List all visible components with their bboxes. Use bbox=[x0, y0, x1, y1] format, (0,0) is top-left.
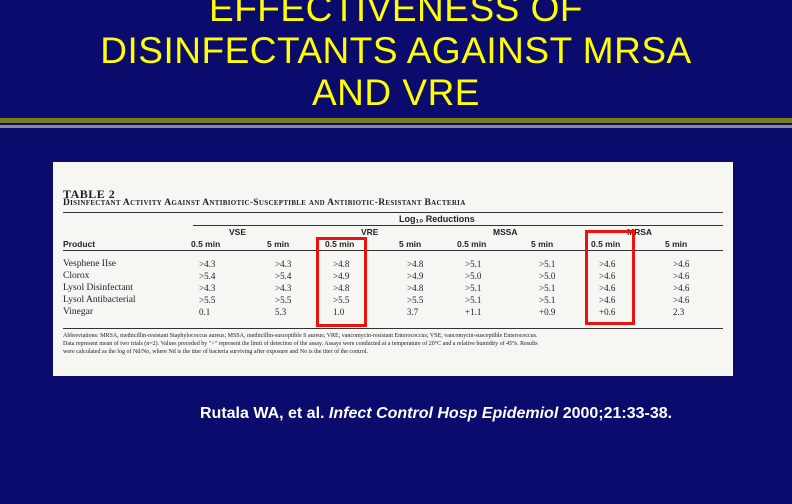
table-cell: >5.0 bbox=[539, 271, 556, 281]
table-cell: >4.6 bbox=[599, 295, 616, 305]
table-cell: >5.1 bbox=[539, 259, 556, 269]
citation: Rutala WA, et al. Infect Control Hosp Ep… bbox=[200, 405, 672, 423]
title-divider bbox=[0, 118, 792, 123]
time-header: 0.5 min bbox=[457, 239, 487, 249]
table-cell: >5.1 bbox=[465, 259, 482, 269]
table-cell: >4.8 bbox=[333, 259, 350, 269]
table-cell: >4.6 bbox=[673, 271, 690, 281]
slide-title-line-3: AND VRE bbox=[312, 72, 480, 113]
citation-journal: Infect Control Hosp Epidemiol bbox=[328, 405, 559, 422]
group-header: MRSA bbox=[627, 227, 653, 237]
table-cell: 2.3 bbox=[673, 307, 685, 317]
table-cell: 1.0 bbox=[333, 307, 345, 317]
table-cell: +1.1 bbox=[465, 307, 482, 317]
slide-title-line-1: EFFECTIVENESS OF bbox=[209, 0, 583, 29]
time-header: 0.5 min bbox=[591, 239, 621, 249]
table-cell: >5.5 bbox=[199, 295, 216, 305]
citation-authors: Rutala WA, et al. bbox=[200, 405, 329, 422]
time-header: 0.5 min bbox=[325, 239, 355, 249]
table-top-rule bbox=[63, 212, 723, 213]
table-cell: >4.9 bbox=[333, 271, 350, 281]
time-header: 5 min bbox=[267, 239, 290, 249]
table-cell: >5.5 bbox=[407, 295, 424, 305]
table-cell: >5.1 bbox=[465, 283, 482, 293]
table-cell: >4.6 bbox=[599, 271, 616, 281]
log-reductions-header: Log₁₀ Reductions bbox=[399, 214, 475, 224]
table-cell: +0.6 bbox=[599, 307, 616, 317]
vre-highlight-box bbox=[316, 237, 367, 327]
slide-title: EFFECTIVENESS OF DISINFECTANTS AGAINST M… bbox=[0, 0, 792, 114]
product-header: Product bbox=[63, 239, 96, 249]
time-header: 5 min bbox=[665, 239, 688, 249]
log-header-rule bbox=[193, 225, 723, 226]
table-footnote-1: Abbreviations: MRSA, methicillin-resista… bbox=[63, 333, 538, 339]
title-divider-shadow bbox=[0, 125, 792, 128]
slide-title-line-2: DISINFECTANTS AGAINST MRSA bbox=[100, 30, 692, 71]
table-cell: >5.1 bbox=[539, 283, 556, 293]
table-cell: >4.3 bbox=[199, 259, 216, 269]
table-footnote-3: were calculated as the log of Nd/No, whe… bbox=[63, 349, 368, 355]
header-bottom-rule bbox=[63, 250, 723, 251]
table-cell: >4.3 bbox=[275, 259, 292, 269]
table-cell: >4.3 bbox=[275, 283, 292, 293]
table-cell: >4.8 bbox=[407, 259, 424, 269]
table-cell: >5.5 bbox=[333, 295, 350, 305]
table-row-product: Vesphene IIse bbox=[63, 259, 117, 269]
table-cell: >4.6 bbox=[599, 283, 616, 293]
table-footnote-2: Data represent mean of two trials (n=2).… bbox=[63, 341, 538, 347]
mrsa-highlight-box bbox=[585, 230, 635, 325]
time-header: 5 min bbox=[531, 239, 554, 249]
time-header: 0.5 min bbox=[191, 239, 221, 249]
group-header: MSSA bbox=[493, 227, 518, 237]
table-bottom-rule bbox=[63, 328, 723, 329]
table-cell: >4.6 bbox=[673, 295, 690, 305]
table-cell: +0.9 bbox=[539, 307, 556, 317]
table-cell: >5.1 bbox=[465, 295, 482, 305]
table-cell: 5.3 bbox=[275, 307, 287, 317]
table-cell: >5.1 bbox=[539, 295, 556, 305]
table-cell: >4.8 bbox=[333, 283, 350, 293]
table-label: TABLE 2 bbox=[63, 187, 116, 201]
table-cell: >4.8 bbox=[407, 283, 424, 293]
citation-details: 2000;21:33-38. bbox=[558, 405, 673, 422]
table-cell: >5.0 bbox=[465, 271, 482, 281]
table-cell: >4.3 bbox=[199, 283, 216, 293]
table-cell: >4.6 bbox=[673, 283, 690, 293]
table-cell: >4.9 bbox=[407, 271, 424, 281]
time-header: 5 min bbox=[399, 239, 422, 249]
table-cell: >5.5 bbox=[275, 295, 292, 305]
table-cell: >4.6 bbox=[599, 259, 616, 269]
group-header: VRE bbox=[361, 227, 379, 237]
table-row-product: Lysol Antibacterial bbox=[63, 295, 136, 305]
table-caption: Disinfectant Activity Against Antibiotic… bbox=[63, 198, 466, 208]
table-row-product: Lysol Disinfectant bbox=[63, 283, 133, 293]
table-cell: 0.1 bbox=[199, 307, 211, 317]
table-image: TABLE 2 Disinfectant Activity Against An… bbox=[53, 162, 733, 376]
table-cell: 3.7 bbox=[407, 307, 419, 317]
table-cell: >5.4 bbox=[275, 271, 292, 281]
group-header: VSE bbox=[229, 227, 247, 237]
table-row-product: Clorox bbox=[63, 271, 90, 281]
table-cell: >4.6 bbox=[673, 259, 690, 269]
table-cell: >5.4 bbox=[199, 271, 216, 281]
table-row-product: Vinegar bbox=[63, 307, 94, 317]
